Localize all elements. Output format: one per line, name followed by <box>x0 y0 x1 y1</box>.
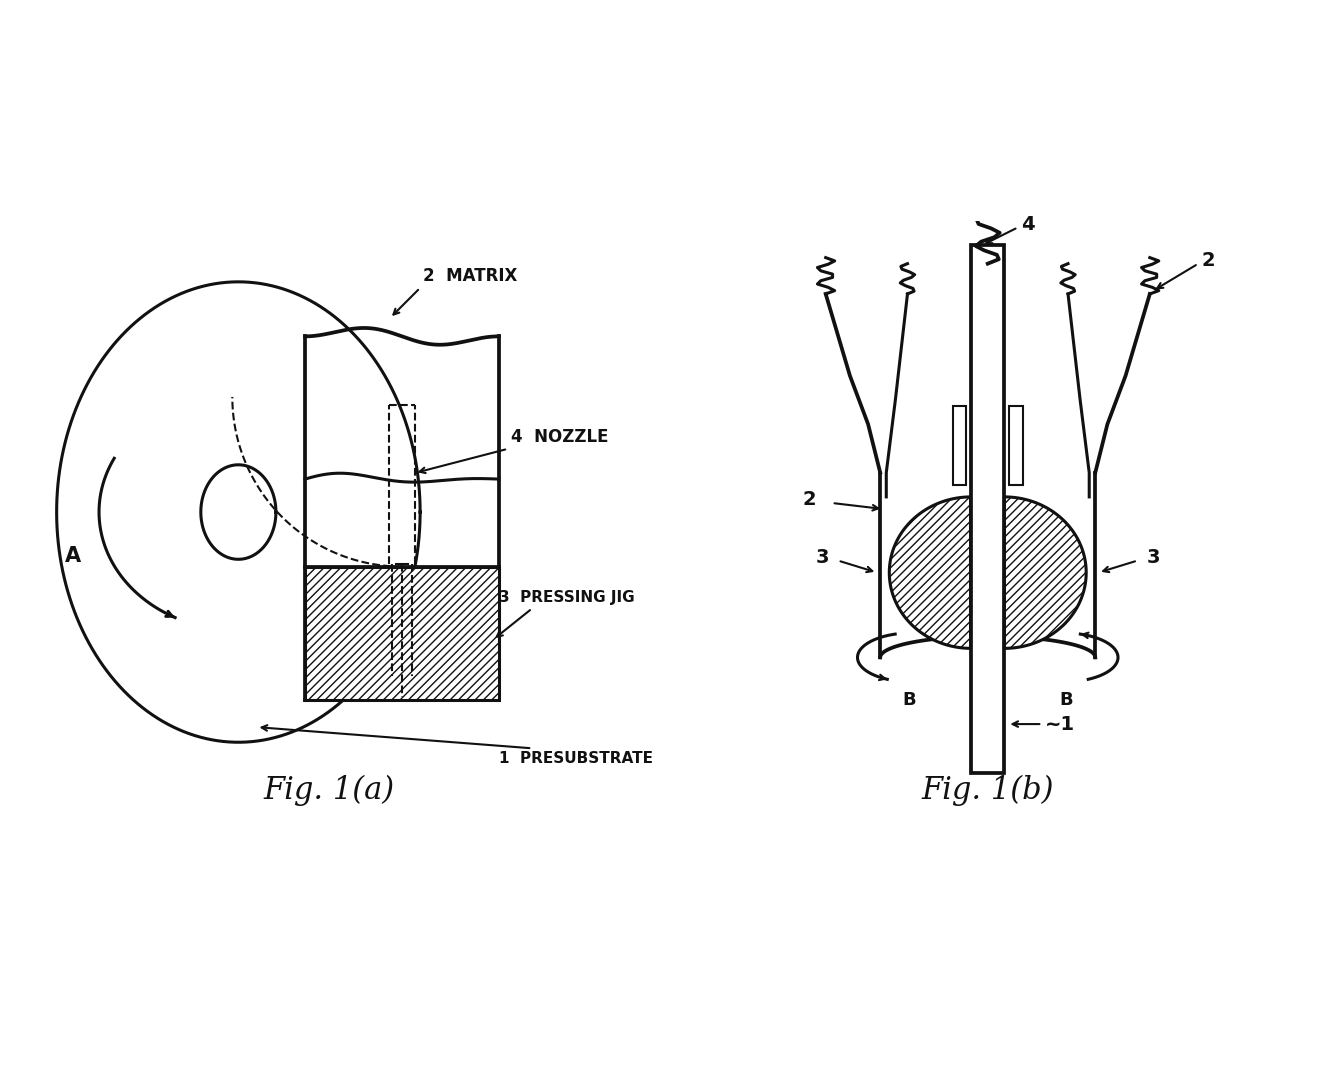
Bar <box>971 246 1005 772</box>
Text: 1  PRESUBSTRATE: 1 PRESUBSTRATE <box>499 751 653 767</box>
Text: 3: 3 <box>1147 548 1160 567</box>
Text: B: B <box>902 691 915 709</box>
Text: 4  NOZZLE: 4 NOZZLE <box>511 428 608 446</box>
Polygon shape <box>1005 497 1087 649</box>
Text: 2: 2 <box>803 490 817 510</box>
Bar <box>306 567 499 700</box>
Bar <box>954 406 967 485</box>
Text: Fig. 1(a): Fig. 1(a) <box>263 774 395 806</box>
Bar <box>1009 406 1022 485</box>
Text: ~1: ~1 <box>1046 714 1076 734</box>
Text: A: A <box>65 546 82 566</box>
Text: 2  MATRIX: 2 MATRIX <box>423 266 518 285</box>
Text: 4: 4 <box>1021 215 1035 234</box>
Text: 3  PRESSING JIG: 3 PRESSING JIG <box>499 591 635 605</box>
Text: B: B <box>1060 691 1073 709</box>
Text: Fig. 1(b): Fig. 1(b) <box>922 774 1054 806</box>
Text: 3: 3 <box>815 548 828 567</box>
Polygon shape <box>889 497 971 649</box>
Text: 2: 2 <box>1201 251 1214 270</box>
